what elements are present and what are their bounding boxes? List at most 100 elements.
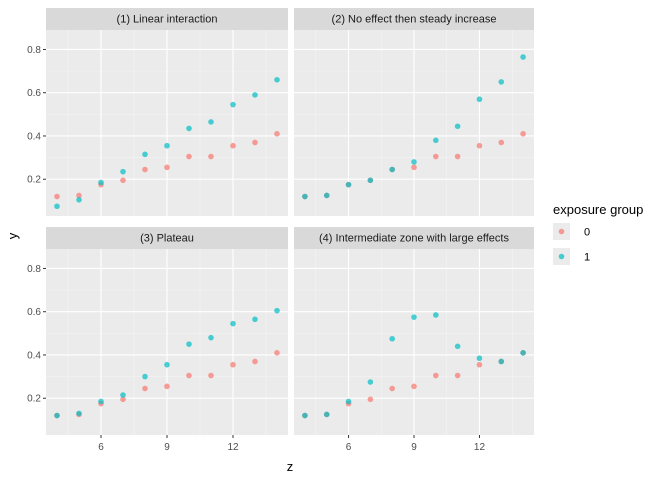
point-group-1 xyxy=(302,193,308,200)
x-tick-label: 9 xyxy=(411,442,417,453)
facet-strip xyxy=(294,8,534,30)
point-group-1 xyxy=(142,151,148,158)
point-group-1 xyxy=(252,92,258,98)
legend-key-0-dot xyxy=(558,228,565,235)
legend-key-1-dot xyxy=(558,253,565,260)
point-group-0 xyxy=(164,164,170,171)
x-tick-label: 6 xyxy=(98,442,104,453)
legend: exposure group 0 1 xyxy=(553,202,643,265)
point-group-1 xyxy=(498,79,505,85)
point-group-1 xyxy=(367,177,374,184)
point-group-1 xyxy=(433,312,439,318)
facet-panel-3: (3) Plateau xyxy=(46,227,288,435)
point-group-1 xyxy=(274,76,280,83)
x-tick-label: 12 xyxy=(227,442,239,453)
point-group-0 xyxy=(411,164,417,171)
point-group-0 xyxy=(120,396,126,403)
point-group-1 xyxy=(142,373,148,380)
point-group-1 xyxy=(476,96,483,103)
point-group-1 xyxy=(498,358,505,365)
point-group-1 xyxy=(323,192,330,199)
point-group-1 xyxy=(208,119,214,125)
facet-panel-1: (1) Linear interaction xyxy=(46,8,288,216)
point-group-0 xyxy=(208,153,214,160)
point-group-1 xyxy=(411,314,417,320)
y-tick-label: 0.6 xyxy=(27,88,41,99)
point-group-1 xyxy=(54,203,60,210)
point-group-0 xyxy=(120,177,126,184)
x-tick-label: 12 xyxy=(474,442,486,453)
y-tick-label: 0.8 xyxy=(27,45,41,56)
point-group-1 xyxy=(454,123,461,130)
point-group-0 xyxy=(367,396,374,403)
point-group-1 xyxy=(367,379,374,385)
point-group-0 xyxy=(433,372,439,379)
point-group-1 xyxy=(76,196,82,203)
point-group-1 xyxy=(120,168,126,175)
facet-strip-title: (1) Linear interaction xyxy=(117,14,218,26)
point-group-0 xyxy=(498,139,505,146)
point-group-1 xyxy=(274,307,280,314)
point-group-0 xyxy=(230,361,236,368)
x-tick-label: 6 xyxy=(346,442,352,453)
point-group-1 xyxy=(120,392,126,398)
y-tick-label: 0.6 xyxy=(27,307,41,318)
point-group-0 xyxy=(433,153,439,160)
point-group-0 xyxy=(186,153,192,160)
point-group-0 xyxy=(252,139,258,146)
point-group-0 xyxy=(454,153,461,160)
y-tick-label: 0.8 xyxy=(27,264,41,275)
point-group-0 xyxy=(142,385,148,392)
point-group-1 xyxy=(164,142,170,149)
point-group-0 xyxy=(164,383,170,390)
point-group-1 xyxy=(345,181,352,188)
point-group-0 xyxy=(274,131,280,137)
point-group-1 xyxy=(98,398,104,405)
point-group-0 xyxy=(142,166,148,173)
point-group-1 xyxy=(186,125,192,132)
facet-panel-2: (2) No effect then steady increase xyxy=(294,8,534,216)
point-group-1 xyxy=(208,334,214,341)
point-group-1 xyxy=(476,355,483,362)
point-group-0 xyxy=(76,192,82,199)
facet-panel-4: (4) Intermediate zone with large effects xyxy=(294,227,534,435)
facet-strip xyxy=(294,227,534,249)
point-group-1 xyxy=(389,166,395,173)
point-group-0 xyxy=(411,383,417,390)
point-group-0 xyxy=(454,372,461,379)
facet-strip-title: (4) Intermediate zone with large effects xyxy=(319,233,509,245)
point-group-1 xyxy=(433,137,439,144)
y-axis-title: y xyxy=(5,232,20,239)
facet-strip-title: (3) Plateau xyxy=(140,233,194,245)
legend-label-1: 1 xyxy=(584,252,590,264)
point-group-1 xyxy=(98,179,104,186)
point-group-0 xyxy=(252,358,258,365)
point-group-1 xyxy=(520,54,526,60)
point-group-0 xyxy=(230,142,236,149)
y-tick-label: 0.4 xyxy=(27,131,41,142)
point-group-0 xyxy=(208,372,214,379)
facet-strip-title: (2) No effect then steady increase xyxy=(332,14,497,26)
point-group-0 xyxy=(476,361,483,368)
point-group-0 xyxy=(476,142,483,149)
point-group-0 xyxy=(520,131,526,137)
point-group-1 xyxy=(454,343,461,350)
point-group-1 xyxy=(230,101,236,108)
axes: 0.2 0.4 0.6 0.8 0.2 0.4 0.6 0.8 6 9 12 6 9 12 xyxy=(27,45,485,453)
point-group-0 xyxy=(186,372,192,379)
facet-strip xyxy=(46,227,288,249)
legend-label-0: 0 xyxy=(584,227,590,239)
legend-title: exposure group xyxy=(553,202,643,217)
x-axis-title: z xyxy=(287,459,294,474)
point-group-1 xyxy=(164,361,170,368)
point-group-0 xyxy=(274,350,280,356)
point-group-1 xyxy=(389,335,395,342)
point-group-0 xyxy=(54,193,60,200)
x-tick-label: 9 xyxy=(164,442,170,453)
facet-strip xyxy=(46,8,288,30)
y-tick-label: 0.2 xyxy=(27,394,41,405)
point-group-1 xyxy=(302,412,308,419)
facet-panels: (1) Linear interaction (2) No effect then… xyxy=(46,8,534,435)
point-group-1 xyxy=(76,410,82,417)
